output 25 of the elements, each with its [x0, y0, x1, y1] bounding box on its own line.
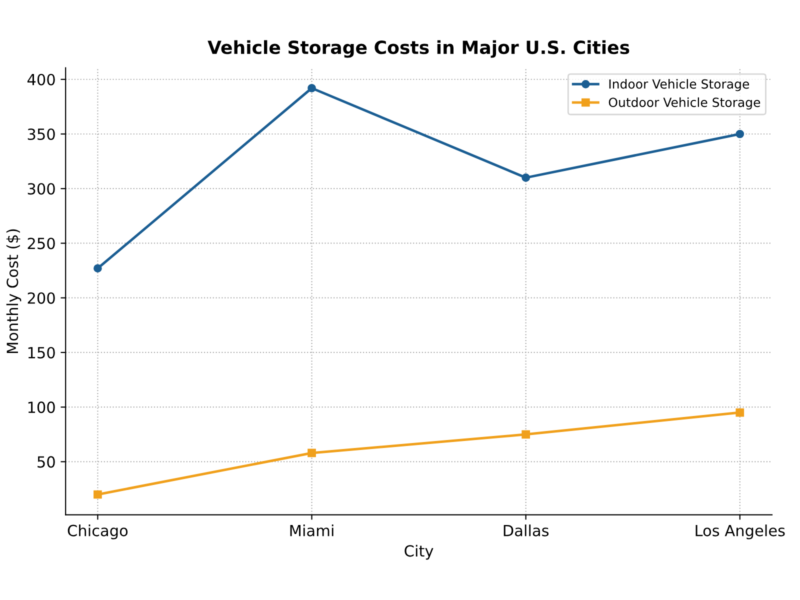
x-axis-title: City: [404, 544, 434, 560]
point: [308, 84, 316, 92]
legend-label: Indoor Vehicle Storage: [609, 79, 750, 92]
point: [94, 490, 102, 499]
y-tick-label: 400: [27, 74, 55, 86]
point: [522, 174, 530, 182]
y-tick-label: 200: [28, 292, 55, 304]
y-tick-label: 300: [28, 183, 55, 195]
y-tick-label: 350: [28, 128, 55, 140]
chart-title: Vehicle Storage Costs in Major U.S. Cities: [208, 40, 630, 58]
point: [522, 430, 530, 439]
y-axis-title: Monthly Cost ($): [6, 229, 22, 354]
y-tick-label: 100: [28, 402, 55, 414]
x-tick-label: Dallas: [504, 524, 549, 536]
point: [736, 408, 744, 417]
y-tick-label: 250: [28, 238, 55, 250]
point: [736, 130, 744, 138]
x-tick-label: Miami: [290, 524, 334, 536]
x-tick-label: Los Angeles: [696, 524, 785, 540]
y-tick-label: 150: [28, 346, 55, 358]
point: [308, 448, 316, 458]
point: [94, 264, 102, 273]
legend-label: Outdoor Vehicle Storage: [608, 97, 760, 110]
y-tick-label: 50: [38, 456, 55, 468]
x-tick-label: Chicago: [68, 524, 128, 540]
